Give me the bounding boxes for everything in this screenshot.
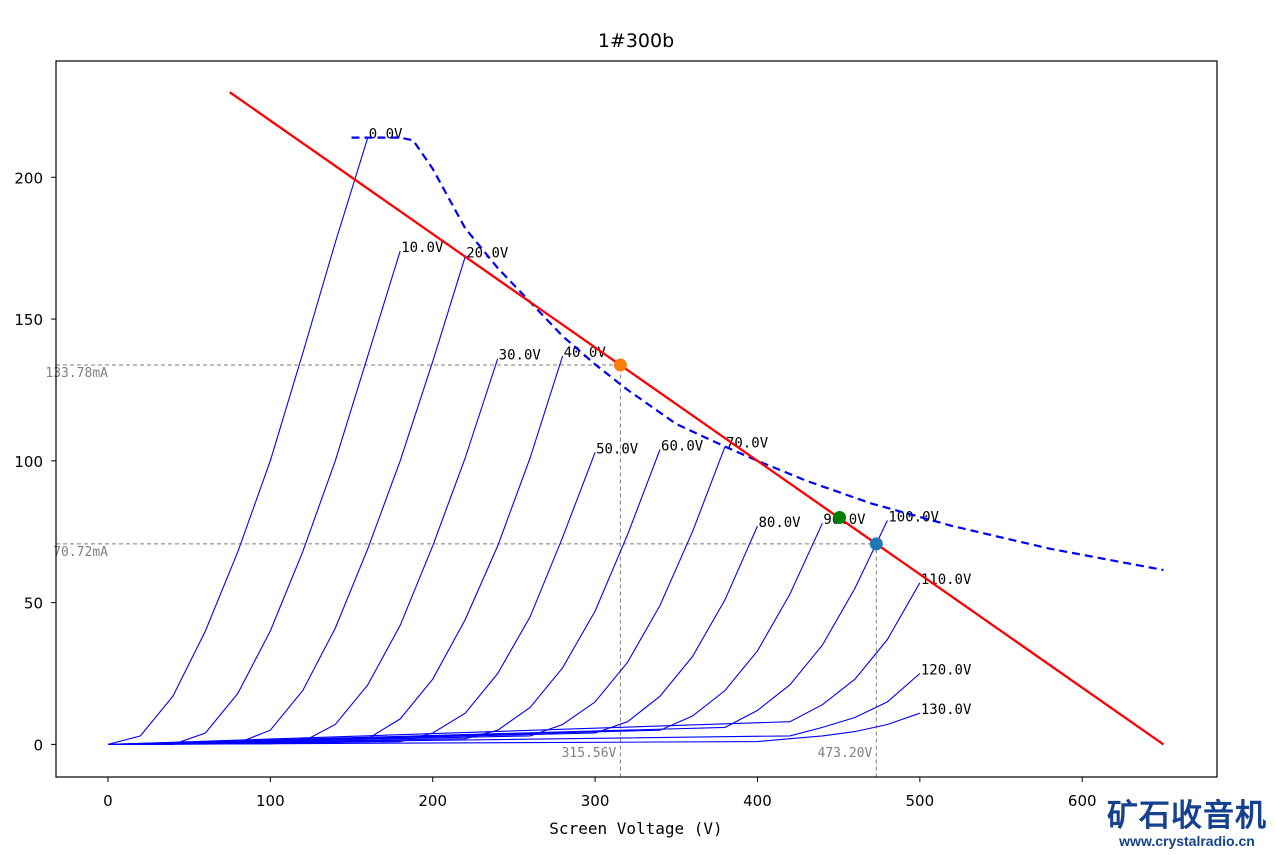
curve-4 [107,355,564,745]
curve-label-8: 80.0V [758,515,801,531]
watermark-name: 矿石收音机 [1107,798,1267,834]
curve-10 [107,520,888,745]
x-tick-label-5: 500 [906,792,935,810]
chart-title: 1#300b [598,30,674,52]
dissipation-curve [351,136,1164,572]
marker-point-2 [869,537,883,551]
curve-8 [107,525,759,745]
x-tick-label-0: 0 [103,792,113,810]
x-axis-label: Screen Voltage (V) [549,819,722,838]
curve-label-0: 0.0V [369,127,403,143]
curve-5 [107,452,596,745]
y-tick-label-1: 50 [24,595,43,613]
x-tick-label-3: 300 [581,792,610,810]
y-tick-label-0: 0 [33,736,43,754]
curve-label-4: 40.0V [564,345,607,361]
curve-0 [107,137,369,745]
curve-label-13: 130.0V [921,702,972,718]
guide-y-label-1: 70.72mA [53,545,108,560]
marker-point-0 [613,358,627,372]
curve-label-6: 60.0V [661,438,704,454]
curve-12 [107,673,921,745]
curve-6 [107,449,661,745]
guide-y-label-0: 133.78mA [45,366,108,381]
x-tick-label-2: 200 [418,792,447,810]
guide-x-label-0: 315.56V [562,746,617,761]
axes-frame [55,60,1218,778]
guide-x-label-1: 473.20V [818,746,873,761]
plot-area: 315.56V 133.78mA 473.20V 70.72mA 0.0V 10.0V 20… [45,91,1165,777]
curve-13 [107,712,920,745]
axes: 0 100 200 300 400 500 600 0 50 100 150 200 [14,169,1096,810]
y-tick-label-4: 200 [14,169,43,187]
curve-9 [107,522,823,745]
curve-11 [107,582,921,745]
curve-label-12: 120.0V [921,662,972,678]
curve-label-5: 50.0V [596,441,639,457]
y-tick-label-2: 100 [14,453,43,471]
curve-label-1: 10.0V [401,240,444,256]
curve-1 [108,250,401,745]
watermark-url: www.crystalradio.cn [1119,833,1255,849]
watermark-logo: 矿石收音机 www.crystalradio.cn [1107,798,1267,850]
load-line [229,91,1165,746]
y-tick-label-3: 150 [14,311,43,329]
guide-line-0 [56,364,621,777]
marker-point-1 [833,511,846,524]
curve-label-2: 20.0V [466,246,509,262]
x-tick-label-6: 600 [1068,792,1097,810]
curve-label-10: 100.0V [888,509,939,525]
x-tick-label-4: 400 [743,792,772,810]
curve-label-3: 30.0V [499,348,542,364]
x-tick-label-1: 100 [256,792,285,810]
curve-2 [107,256,466,745]
